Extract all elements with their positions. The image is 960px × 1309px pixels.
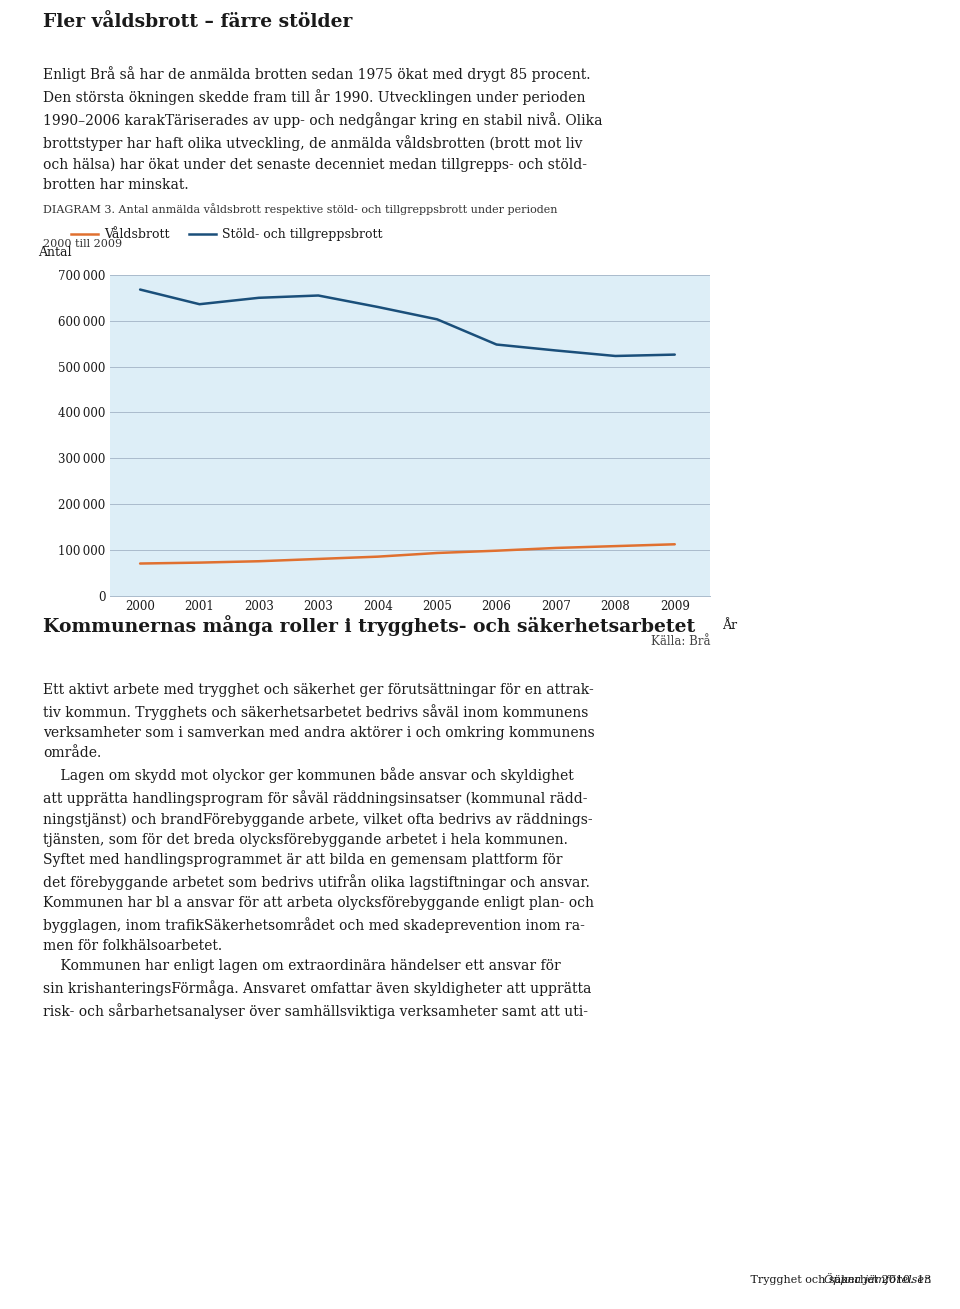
Text: Ett aktivt arbete med trygghet och säkerhet ger förutsättningar för en attrak-
t: Ett aktivt arbete med trygghet och säker… — [43, 664, 595, 1020]
Text: Fler våldsbrott – färre stölder: Fler våldsbrott – färre stölder — [43, 13, 352, 31]
Text: Antal: Antal — [38, 246, 72, 259]
Text: Öppna jämförelser.: Öppna jämförelser. — [824, 1274, 931, 1285]
Text: År: År — [722, 619, 737, 632]
Legend: Våldsbrott, Stöld- och tillgreppsbrott: Våldsbrott, Stöld- och tillgreppsbrott — [65, 224, 388, 246]
Text: Enligt Brå så har de anmälda brotten sedan 1975 ökat med drygt 85 procent.
Den s: Enligt Brå så har de anmälda brotten sed… — [43, 67, 603, 191]
Text: 2000 till 2009: 2000 till 2009 — [43, 238, 122, 249]
Text: DIAGRAM 3. Antal anmälda våldsbrott respektive stöld- och tillgreppsbrott under : DIAGRAM 3. Antal anmälda våldsbrott resp… — [43, 203, 558, 215]
Text: Kommunernas många roller i trygghets- och säkerhetsarbetet: Kommunernas många roller i trygghets- oc… — [43, 615, 695, 636]
Text: Trygghet och säkerhet 2010. 13: Trygghet och säkerhet 2010. 13 — [711, 1275, 931, 1285]
Text: Källa: Brå: Källa: Brå — [651, 635, 710, 648]
